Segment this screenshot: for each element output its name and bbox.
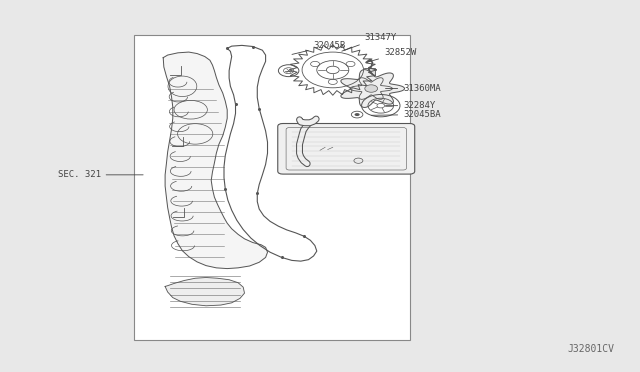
Bar: [134, 35, 410, 340]
Text: 31360MA: 31360MA: [385, 84, 441, 93]
FancyBboxPatch shape: [278, 124, 415, 174]
Polygon shape: [341, 70, 404, 108]
Text: 32045BA: 32045BA: [371, 110, 441, 119]
Text: SEC. 321: SEC. 321: [58, 170, 143, 179]
Bar: [364, 68, 375, 76]
Circle shape: [355, 113, 360, 116]
Text: 32852W: 32852W: [369, 48, 416, 62]
Text: 31347Y: 31347Y: [342, 33, 397, 51]
Text: 32284Y: 32284Y: [385, 101, 435, 110]
Circle shape: [377, 103, 385, 108]
Polygon shape: [165, 278, 244, 306]
Polygon shape: [163, 52, 268, 269]
Text: 32045B: 32045B: [292, 41, 346, 54]
Circle shape: [365, 85, 378, 92]
Text: J32801CV: J32801CV: [568, 344, 614, 354]
Circle shape: [326, 66, 339, 74]
